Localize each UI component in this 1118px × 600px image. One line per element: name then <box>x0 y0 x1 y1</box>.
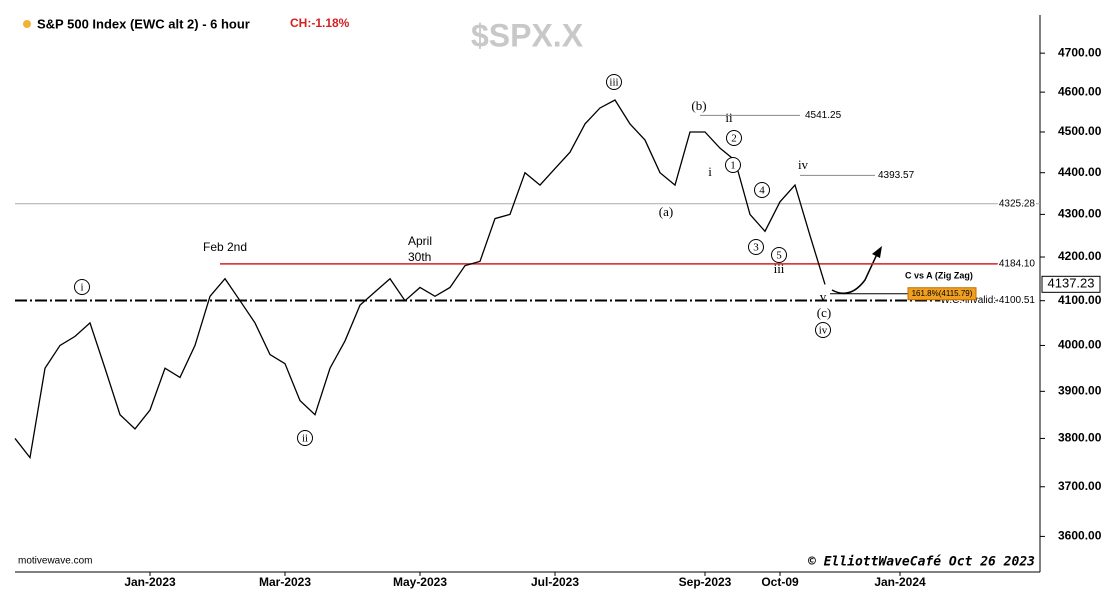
x-tick-label: Mar-2023 <box>259 575 311 589</box>
wave-label: 3 <box>753 242 759 254</box>
y-tick-label: 4100.00 <box>1058 293 1102 307</box>
chart-title: $SPX.X <box>471 17 584 53</box>
level-label: 4393.57 <box>878 170 915 181</box>
wave-label: (a) <box>659 204 673 219</box>
wave-label: (c) <box>817 305 831 320</box>
y-tick-label: 3900.00 <box>1058 384 1102 398</box>
last-price-box <box>1041 275 1101 293</box>
y-tick-label: 3800.00 <box>1058 431 1102 445</box>
wave-circle <box>754 182 770 198</box>
price-line <box>14 99 826 460</box>
wave-label: i <box>708 164 712 179</box>
note: April <box>408 234 432 248</box>
wave-circle <box>725 157 741 173</box>
note: 30th <box>408 250 431 264</box>
change: CH:-1.18% <box>290 16 350 30</box>
wave-label: v <box>820 289 827 304</box>
wave-circle <box>748 239 764 255</box>
wave-label: 5 <box>776 250 782 262</box>
wave-label: 1 <box>730 160 736 172</box>
y-tick-label: 3600.00 <box>1058 529 1102 543</box>
y-tick-label: 4600.00 <box>1058 84 1102 98</box>
wave-circle <box>297 430 313 446</box>
wave-label: (b) <box>691 98 706 113</box>
wave-label: 4 <box>759 185 765 197</box>
target-title: C vs A (Zig Zag) <box>905 270 973 280</box>
level-label: 4325.28 <box>999 198 1036 209</box>
header: S&P 500 Index (EWC alt 2) - 6 hour <box>37 16 250 31</box>
wave-label: iv <box>819 325 828 337</box>
x-tick-label: Jul-2023 <box>531 575 579 589</box>
wave-circle <box>771 247 787 263</box>
y-tick-label: 4400.00 <box>1058 165 1102 179</box>
wave-label: i <box>80 282 83 294</box>
x-tick-label: May-2023 <box>393 575 447 589</box>
y-tick-label: 4500.00 <box>1058 124 1102 138</box>
arrow-head <box>872 246 882 258</box>
source: motivewave.com <box>18 556 92 567</box>
x-tick-label: Jan-2024 <box>874 575 926 589</box>
wave-circle <box>74 279 90 295</box>
y-tick-label: 4300.00 <box>1058 207 1102 221</box>
y-tick-label: 4000.00 <box>1058 338 1102 352</box>
level-label: 4541.25 <box>805 110 842 121</box>
level-label: 4184.10 <box>999 259 1036 270</box>
note: Feb 2nd <box>203 240 247 254</box>
y-tick-label: 4200.00 <box>1058 249 1102 263</box>
target-box <box>907 287 977 301</box>
wave-label: iv <box>798 157 809 172</box>
x-tick-label: Sep-2023 <box>679 575 732 589</box>
x-tick-label: Jan-2023 <box>124 575 176 589</box>
last-price-label: 4137.23 <box>1048 276 1095 291</box>
wave-circle <box>606 74 622 90</box>
projection-arrow <box>831 251 879 295</box>
status-dot <box>23 20 31 28</box>
wave-label: 2 <box>731 133 737 145</box>
wave-circle <box>726 130 742 146</box>
x-tick-label: Oct-09 <box>761 575 799 589</box>
wave-label: iii <box>774 261 785 276</box>
wave-circle <box>815 322 831 338</box>
wave-label: iii <box>609 77 618 89</box>
wave-label: ii <box>302 433 308 445</box>
y-tick-label: 3700.00 <box>1058 479 1102 493</box>
wave-label: ii <box>725 110 733 125</box>
y-tick-label: 4700.00 <box>1058 45 1102 59</box>
credit: © ElliottWaveCafé Oct 26 2023 <box>808 555 1035 570</box>
target-label: 161.8%(4115.79) <box>912 289 973 298</box>
